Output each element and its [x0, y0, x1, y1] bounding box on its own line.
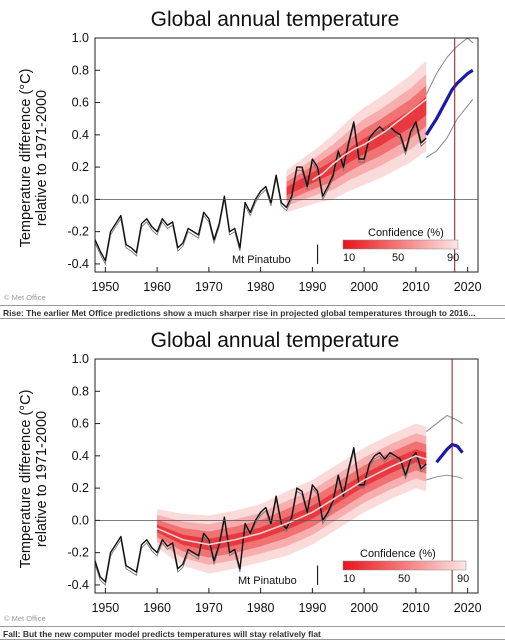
legend-tick-10: 10 [343, 573, 355, 585]
y-axis-label-line2: relative to 1971-2000 [34, 90, 50, 226]
ensemble-median-series [311, 98, 427, 181]
plot-frame [94, 358, 479, 594]
legend-title: Confidence (%) [360, 548, 436, 560]
pinatubo-annotation: Mt Pinatubo [232, 254, 291, 266]
x-tick-label: 1970 [195, 280, 223, 294]
observed-series-alt [94, 450, 427, 586]
y-tick-label: -0.4 [67, 257, 89, 271]
x-tick-label: 1980 [247, 280, 275, 294]
temperature-chart-top: Global annual temperature Temperature di… [4, 8, 482, 302]
x-tick-label: 1950 [91, 601, 119, 615]
y-axis-label-line1: Temperature difference (°C) [18, 390, 34, 569]
legend-colorbar [342, 239, 459, 250]
x-tick-label: 1980 [247, 601, 275, 615]
caption-bottom: Fall: But the new computer model predict… [0, 626, 505, 640]
confidence-band-50 [157, 441, 427, 558]
chart-panel-bottom: Global annual temperature Temperature di… [0, 321, 505, 626]
y-tick-label: 0.2 [72, 481, 89, 495]
caption-top: Rise: The earlier Met Office predictions… [0, 305, 505, 319]
legend-tick-50: 50 [392, 252, 404, 264]
confidence-legend: Confidence (%) 10 50 90 [342, 548, 469, 585]
plot-frame [94, 37, 479, 273]
y-tick-label: 0.8 [72, 384, 89, 398]
x-tick-label: 1960 [143, 280, 171, 294]
pinatubo-annotation: Mt Pinatubo [238, 575, 297, 587]
x-tick-label: 2000 [350, 601, 378, 615]
y-tick-label: -0.2 [67, 546, 89, 560]
y-tick-label: -0.2 [67, 225, 89, 239]
x-tick-label: 1990 [298, 280, 326, 294]
x-tick-label: 2010 [402, 280, 430, 294]
forecast-upper-series [425, 414, 463, 433]
x-tick-label: 1970 [195, 601, 223, 615]
y-tick-label: 0.4 [72, 128, 89, 142]
observed-series [94, 121, 427, 262]
chart-title: Global annual temperature [151, 329, 400, 352]
x-tick-label: 2010 [402, 601, 430, 615]
y-axis-label-line1: Temperature difference (°C) [18, 69, 34, 248]
chart-title: Global annual temperature [151, 8, 400, 31]
y-tick-label: 0.0 [72, 513, 89, 527]
y-tick-label: 0.8 [72, 63, 89, 77]
y-tick-label: 0.0 [72, 192, 89, 206]
y-tick-label: 1.0 [72, 31, 89, 45]
y-tick-label: -0.4 [67, 578, 89, 592]
y-tick-label: 1.0 [72, 352, 89, 366]
chart-panel-top: Global annual temperature Temperature di… [0, 0, 505, 305]
forecast-upper-series [425, 37, 474, 95]
x-tick-label: 1950 [91, 280, 119, 294]
legend-colorbar [342, 560, 467, 571]
watermark: © Met Office [4, 614, 46, 623]
legend-tick-10: 10 [343, 252, 355, 264]
watermark: © Met Office [4, 293, 46, 302]
observed-series [94, 447, 427, 583]
legend-title: Confidence (%) [368, 227, 444, 239]
x-tick-label: 1960 [143, 601, 171, 615]
x-tick-label: 1990 [298, 601, 326, 615]
forecast-lower-series [426, 474, 463, 481]
y-axis-label-line2: relative to 1971-2000 [34, 411, 50, 547]
observed-series-alt [94, 123, 427, 266]
forecast-series [435, 442, 464, 464]
y-tick-label: 0.2 [72, 160, 89, 174]
y-tick-label: 0.4 [72, 449, 89, 463]
ensemble-median-series [156, 455, 427, 546]
forecast-lower-series [425, 99, 474, 158]
legend-tick-50: 50 [398, 573, 410, 585]
x-tick-label: 2000 [350, 280, 378, 294]
forecast-series [424, 68, 474, 136]
y-tick-label: 0.6 [72, 417, 89, 431]
temperature-chart-bottom: Global annual temperature Temperature di… [4, 329, 482, 623]
legend-tick-90: 90 [447, 252, 459, 264]
x-tick-label: 2020 [454, 601, 482, 615]
legend-tick-90: 90 [457, 573, 469, 585]
confidence-legend: Confidence (%) 10 50 90 [342, 227, 459, 264]
y-tick-label: 0.6 [72, 96, 89, 110]
x-tick-label: 2020 [454, 280, 482, 294]
